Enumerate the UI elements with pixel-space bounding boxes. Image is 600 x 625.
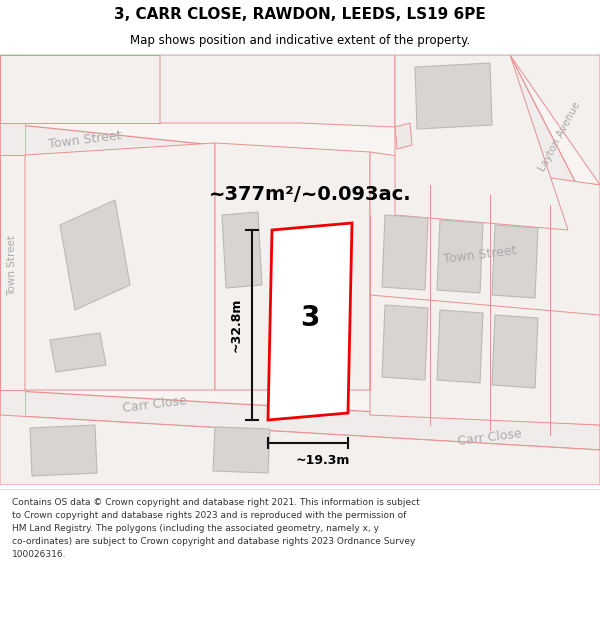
Polygon shape — [222, 212, 262, 288]
Polygon shape — [395, 123, 412, 149]
Polygon shape — [215, 143, 370, 390]
Text: Town Street: Town Street — [443, 244, 517, 266]
Text: Carr Close: Carr Close — [122, 394, 188, 416]
Polygon shape — [437, 220, 483, 293]
Polygon shape — [492, 225, 538, 298]
Polygon shape — [160, 55, 395, 127]
Polygon shape — [0, 155, 25, 390]
Polygon shape — [0, 55, 25, 485]
Text: Carr Close: Carr Close — [457, 428, 523, 448]
Polygon shape — [30, 425, 97, 476]
Polygon shape — [268, 223, 352, 420]
Text: Layton Avenue: Layton Avenue — [538, 101, 583, 174]
Text: 3, CARR CLOSE, RAWDON, LEEDS, LS19 6PE: 3, CARR CLOSE, RAWDON, LEEDS, LS19 6PE — [114, 8, 486, 22]
Text: ~19.3m: ~19.3m — [296, 454, 350, 468]
Polygon shape — [0, 55, 160, 123]
Text: Contains OS data © Crown copyright and database right 2021. This information is : Contains OS data © Crown copyright and d… — [12, 498, 420, 559]
Text: ~377m²/~0.093ac.: ~377m²/~0.093ac. — [209, 186, 412, 204]
Polygon shape — [395, 55, 600, 185]
Text: Map shows position and indicative extent of the property.: Map shows position and indicative extent… — [130, 34, 470, 47]
Polygon shape — [470, 55, 600, 230]
Polygon shape — [0, 123, 600, 215]
Text: Town Street: Town Street — [7, 234, 17, 296]
Polygon shape — [0, 415, 600, 485]
Text: 3: 3 — [301, 304, 320, 332]
Polygon shape — [415, 63, 492, 129]
Polygon shape — [370, 152, 600, 425]
Polygon shape — [492, 315, 538, 388]
Polygon shape — [395, 55, 568, 230]
Polygon shape — [50, 333, 106, 372]
Polygon shape — [25, 143, 215, 390]
Polygon shape — [382, 305, 428, 380]
Polygon shape — [437, 310, 483, 383]
Polygon shape — [60, 200, 130, 310]
Polygon shape — [213, 427, 270, 473]
Text: ~32.8m: ~32.8m — [229, 298, 242, 352]
Polygon shape — [382, 215, 428, 290]
Polygon shape — [0, 390, 600, 450]
Text: Town Street: Town Street — [48, 129, 122, 151]
